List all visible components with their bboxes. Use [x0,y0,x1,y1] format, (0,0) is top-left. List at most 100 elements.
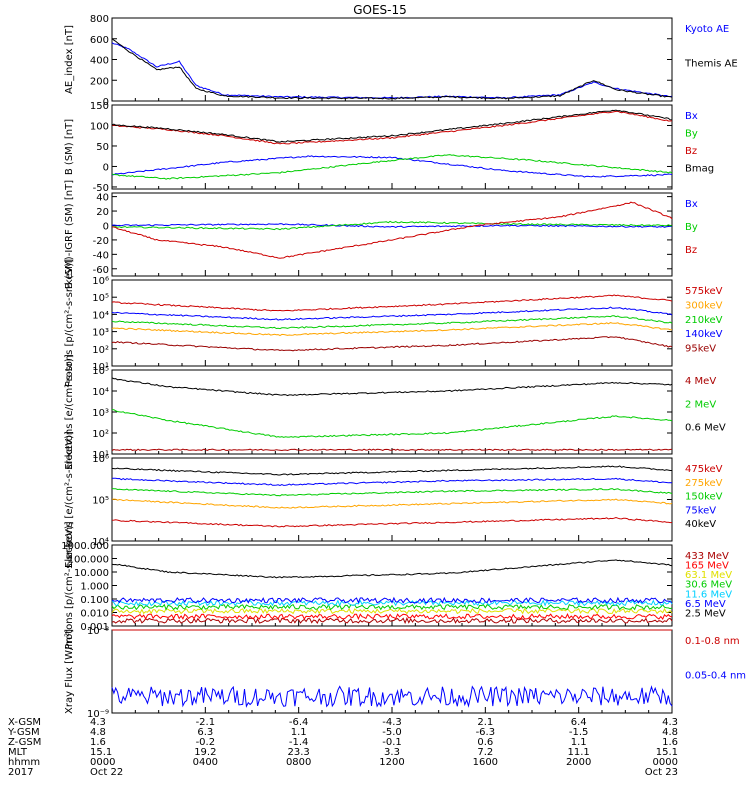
ephem-value: 4.3 [90,717,106,728]
series-line-Bmag [111,109,673,143]
panel-2: -50 0 50 100 150 B (SM) [nT] Bx By Bz Bmag [64,101,714,194]
ephem-value: -1.5 [569,727,589,738]
ephem-value: -2.1 [196,717,216,728]
y-tick-label: 1000.000 [61,541,109,552]
y-tick-label: -20 [93,236,109,247]
series-line-275keV [111,498,673,509]
y-tick-label: 10¹ [92,362,109,373]
y-tick-label: 10³ [92,328,109,339]
series-line-475keV [111,516,673,528]
legend-entry: 210keV [685,315,723,326]
series-line-2-MeV [111,409,673,438]
ephem-value: Oct 23 [645,767,678,778]
panel-frame [111,279,673,367]
ephem-value: 0000 [90,757,115,768]
legend-entry: 275keV [685,478,723,489]
series-line-575keV [111,294,673,312]
series-line-150keV [111,488,673,497]
series-line-Kyoto-AE [111,42,673,99]
y-tick-label: 0.001 [80,622,109,633]
series-line-Bz [111,201,673,259]
panel-1: 0 200 400 600 800 AE_index [nT] Kyoto AE Themis… [64,14,738,108]
y-tick-label: 10⁻⁸ [87,626,109,637]
legend-entry: 63.1 MeV [685,570,732,581]
legend-entry: 433 MeV [685,551,729,562]
ephem-row-label: Y-GSM [7,727,40,738]
y-tick-label: 600 [90,35,109,46]
series-line-210keV [111,315,673,330]
legend-entry: 11.6 MeV [685,589,732,600]
y-tick-label: 400 [90,56,109,67]
y-tick-label: 10⁶ [92,276,109,287]
ephem-value: 1.6 [90,737,106,748]
y-tick-label: 10⁴ [92,537,109,548]
y-tick-label: 20 [96,207,109,218]
legend-entry: 30.6 MeV [685,580,732,591]
series-line-75keV [111,477,673,487]
y-tick-label: 10⁴ [92,310,109,321]
legend-entry: 95keV [685,344,716,355]
series-line-140keV [111,306,673,321]
series-line-165-MeV [111,613,673,621]
ephem-value: 2.1 [477,717,493,728]
panel-4: 10¹ 10² 10³ 10⁴ 10⁵ 10⁶ Protons [p/(cm²-s-sr-k… [64,259,723,387]
y-tick-label: 0 [103,162,109,173]
ephem-value: 1.6 [662,737,678,748]
y-tick-label: 50 [96,142,109,153]
ephem-row-label: X-GSM [8,717,41,728]
y-axis-label: B (SM) [nT] [64,119,75,175]
ephem-value: 7.2 [477,747,493,758]
legend-entry: 40keV [685,519,716,530]
panel-7: 0.001 0.010 0.100 1.000 10.000 100.000 1000.00… [61,521,732,649]
ephem-value: 2000 [566,757,591,768]
series-line-300keV [111,322,673,337]
legend-entry: 4 MeV [685,376,716,387]
ephem-row-label: MLT [8,747,28,758]
legend-entry: 165 MeV [685,561,729,572]
y-tick-label: 10⁻⁹ [87,709,109,720]
ephem-row-label: hhmm [8,757,40,768]
ephem-value: 6.4 [571,717,587,728]
panel-frame [111,369,673,455]
ephem-value: 3.3 [384,747,400,758]
ephem-value: 0400 [193,757,218,768]
series-line-0.05-0.4-nm [111,685,673,708]
series-line-63.1-MeV [111,607,673,615]
panel-5: 10¹ 10² 10³ 10⁴ 10⁵ Electrons [e/(cm²-s-sr)] 4… [64,354,726,470]
y-tick-label: 0 [103,221,109,232]
legend-entry: Bx [685,199,698,210]
legend-entry: 140keV [685,329,723,340]
ephem-value: -6.4 [289,717,309,728]
legend-entry: Themis AE [684,59,738,70]
y-tick-label: 10⁵ [92,293,109,304]
series-line-Themis-AE [111,38,673,100]
panel-frame [111,192,673,277]
legend-entry: 0.05-0.4 nm [685,671,746,682]
y-tick-label: 10³ [92,408,109,419]
y-tick-label: 100 [90,121,109,132]
main-title: GOES-15 [353,3,407,17]
legend-entry: By [685,129,698,140]
y-tick-label: 800 [90,14,109,25]
y-tick-label: 0 [103,97,109,108]
y-tick-label: -60 [93,265,109,276]
legend-entry: Bx [685,111,698,122]
legend-entry: 2 MeV [685,399,716,410]
ephem-value: 23.3 [288,747,310,758]
ephem-value: 4.8 [662,727,678,738]
legend-entry: 150keV [685,492,723,503]
panel-frame [111,544,673,627]
ephem-value: 19.2 [194,747,216,758]
y-tick-label: -40 [93,250,109,261]
legend-entry: Bz [685,146,697,157]
y-tick-label: 10⁵ [92,496,109,507]
ephem-value: 1.1 [291,727,307,738]
ephem-value: -4.3 [382,717,402,728]
ephem-value: 1.1 [571,737,587,748]
series-line-Bz [111,110,673,145]
series-line-95keV [111,336,673,352]
ephem-value: Oct 22 [90,767,123,778]
series-line-6.5-MeV [111,596,673,604]
ephem-value: 4.8 [90,727,106,738]
ephem-row-label: 2017 [8,767,33,778]
